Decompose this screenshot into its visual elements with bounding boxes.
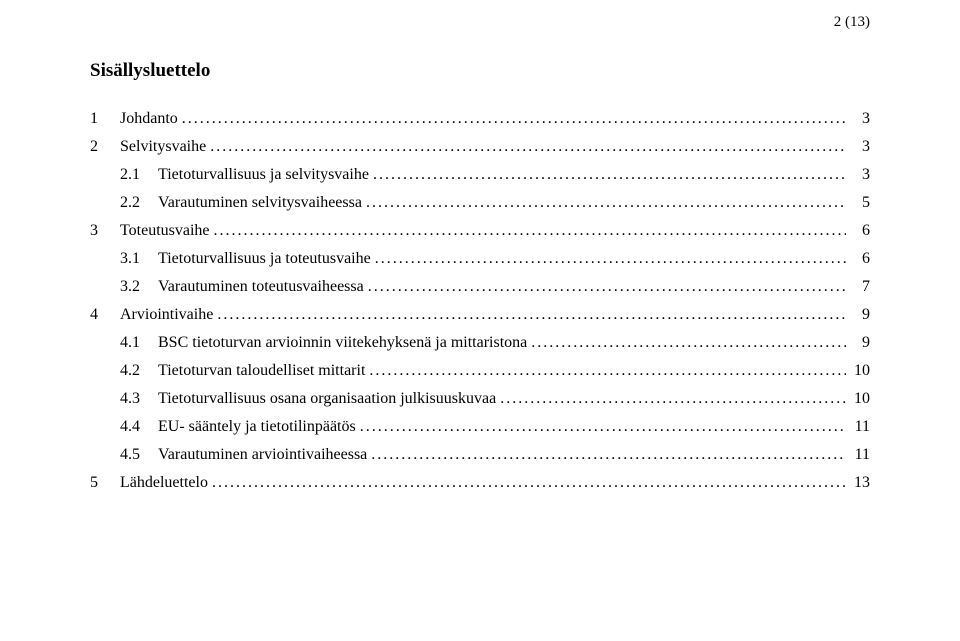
toc-entry: 3Toteutusvaihe 6: [90, 222, 870, 240]
toc-leader: [531, 334, 846, 352]
toc-leader: [212, 474, 846, 492]
toc-entry-page: 5: [848, 194, 870, 212]
toc-entry-page: 3: [848, 166, 870, 184]
toc-entry: 2Selvitysvaihe 3: [90, 138, 870, 156]
toc-leader: [500, 390, 846, 408]
toc-entry-page: 9: [848, 306, 870, 324]
toc-entry: 2.2Varautuminen selvitysvaiheessa 5: [90, 194, 870, 212]
toc-leader: [371, 446, 846, 464]
toc-entry-page: 10: [848, 362, 870, 380]
toc-entry: 2.1Tietoturvallisuus ja selvitysvaihe 3: [90, 166, 870, 184]
toc-entry-label: EU- sääntely ja tietotilinpäätös: [158, 418, 358, 436]
toc-entry-number: 2.2: [120, 194, 158, 212]
toc-entry: 3.1Tietoturvallisuus ja toteutusvaihe 6: [90, 250, 870, 268]
toc-entry-label: Varautuminen toteutusvaiheessa: [158, 278, 366, 296]
toc-entry-page: 3: [848, 138, 870, 156]
toc-entry: 4.5Varautuminen arviointivaiheessa 11: [90, 446, 870, 464]
toc-entry-number: 4: [90, 306, 120, 324]
toc-leader: [369, 362, 846, 380]
toc-entry-page: 11: [848, 418, 870, 436]
toc-entry-label: Varautuminen selvitysvaiheessa: [158, 194, 364, 212]
toc-leader: [366, 194, 846, 212]
toc-entry-page: 6: [848, 222, 870, 240]
toc-entry-number: 4.5: [120, 446, 158, 464]
toc-entry: 4.2Tietoturvan taloudelliset mittarit 10: [90, 362, 870, 380]
toc-entry-number: 1: [90, 110, 120, 128]
toc-leader: [360, 418, 846, 436]
toc-entry-label: Varautuminen arviointivaiheessa: [158, 446, 369, 464]
toc-entry: 4.3Tietoturvallisuus osana organisaation…: [90, 390, 870, 408]
toc-entry-number: 2.1: [120, 166, 158, 184]
toc-entry-page: 13: [848, 474, 870, 492]
toc-entry-number: 3.1: [120, 250, 158, 268]
toc-entry: 4.1BSC tietoturvan arvioinnin viitekehyk…: [90, 334, 870, 352]
toc-title: Sisällysluettelo: [90, 60, 870, 82]
toc-leader: [210, 138, 846, 156]
toc-entry-label: Tietoturvallisuus osana organisaation ju…: [158, 390, 498, 408]
toc-entry-page: 11: [848, 446, 870, 464]
toc-entry-label: Arviointivaihe: [120, 306, 215, 324]
toc-entry: 4.4EU- sääntely ja tietotilinpäätös 11: [90, 418, 870, 436]
toc-entry-page: 7: [848, 278, 870, 296]
toc-entry-number: 4.4: [120, 418, 158, 436]
toc-leader: [182, 110, 846, 128]
document-page: 2 (13) Sisällysluettelo 1Johdanto32Selvi…: [0, 0, 960, 641]
toc-entry-label: Selvitysvaihe: [120, 138, 208, 156]
toc-entry-label: Tietoturvan taloudelliset mittarit: [158, 362, 367, 380]
toc-leader: [217, 306, 846, 324]
toc-leader: [373, 166, 846, 184]
table-of-contents: 1Johdanto32Selvitysvaihe32.1Tietoturvall…: [90, 110, 870, 492]
toc-entry-label: Tietoturvallisuus ja selvitysvaihe: [158, 166, 371, 184]
toc-leader: [368, 278, 846, 296]
toc-entry-label: BSC tietoturvan arvioinnin viitekehyksen…: [158, 334, 529, 352]
toc-entry-number: 2: [90, 138, 120, 156]
toc-entry: 5Lähdeluettelo 13: [90, 474, 870, 492]
toc-entry-label: Lähdeluettelo: [120, 474, 210, 492]
toc-entry-page: 9: [848, 334, 870, 352]
toc-entry-label: Johdanto: [120, 110, 180, 128]
toc-entry-page: 10: [848, 390, 870, 408]
toc-entry-label: Toteutusvaihe: [120, 222, 212, 240]
toc-entry-page: 3: [848, 110, 870, 128]
toc-entry-page: 6: [848, 250, 870, 268]
toc-entry-number: 4.1: [120, 334, 158, 352]
toc-leader: [375, 250, 846, 268]
toc-entry-number: 4.3: [120, 390, 158, 408]
toc-entry-number: 3: [90, 222, 120, 240]
toc-entry-number: 4.2: [120, 362, 158, 380]
page-number: 2 (13): [834, 14, 870, 31]
toc-entry-number: 3.2: [120, 278, 158, 296]
toc-entry: 1Johdanto 3: [90, 110, 870, 128]
toc-entry: 4Arviointivaihe 9: [90, 306, 870, 324]
toc-entry-number: 5: [90, 474, 120, 492]
toc-entry-label: Tietoturvallisuus ja toteutusvaihe: [158, 250, 373, 268]
toc-entry: 3.2Varautuminen toteutusvaiheessa 7: [90, 278, 870, 296]
toc-leader: [214, 222, 846, 240]
